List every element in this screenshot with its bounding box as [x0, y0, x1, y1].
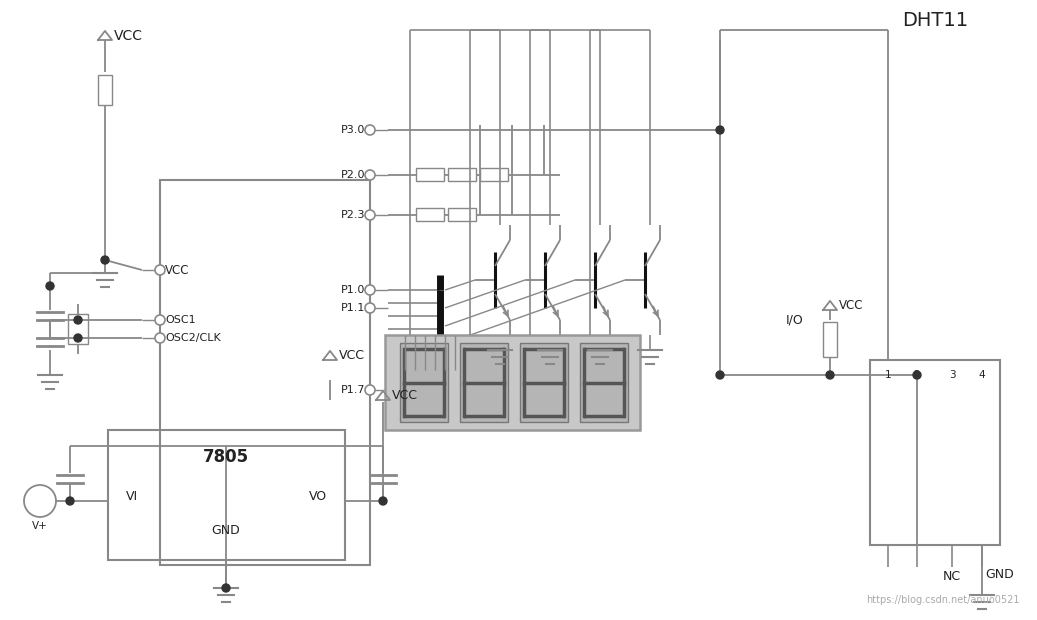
Circle shape: [365, 285, 375, 295]
Circle shape: [155, 315, 165, 325]
Bar: [448, 208, 476, 221]
Text: VI: VI: [127, 490, 138, 503]
Text: 7805: 7805: [203, 448, 249, 466]
Bar: [99, 75, 112, 105]
Text: VCC: VCC: [114, 29, 143, 43]
Circle shape: [826, 371, 834, 379]
Text: VCC: VCC: [165, 264, 190, 277]
Circle shape: [365, 303, 375, 313]
Text: P3.0: P3.0: [340, 125, 365, 135]
Text: I/O: I/O: [786, 314, 804, 327]
Circle shape: [74, 316, 82, 324]
Text: 4: 4: [979, 370, 985, 380]
Text: DHT11: DHT11: [902, 11, 969, 30]
Text: OSC1: OSC1: [165, 315, 196, 325]
Bar: [870, 360, 1000, 545]
Text: P2.0: P2.0: [340, 170, 365, 180]
Text: OSC2/CLK: OSC2/CLK: [165, 333, 221, 343]
Circle shape: [222, 584, 230, 592]
Circle shape: [365, 385, 375, 395]
Bar: [480, 168, 508, 181]
Text: P1.1: P1.1: [340, 303, 365, 313]
Circle shape: [155, 265, 165, 275]
Text: https://blog.csdn.net/anuo0521: https://blog.csdn.net/anuo0521: [867, 595, 1020, 605]
Text: GND: GND: [212, 524, 241, 537]
Circle shape: [74, 334, 82, 342]
Circle shape: [716, 126, 724, 134]
Circle shape: [365, 210, 375, 220]
Text: VO: VO: [309, 490, 327, 503]
Bar: [460, 343, 508, 422]
Text: 2: 2: [914, 370, 920, 380]
Circle shape: [66, 497, 74, 505]
Circle shape: [716, 371, 724, 379]
Text: VCC: VCC: [839, 299, 864, 312]
Bar: [400, 343, 448, 422]
Bar: [580, 343, 628, 422]
Bar: [416, 168, 444, 181]
Text: VCC: VCC: [339, 349, 365, 362]
Text: 3: 3: [949, 370, 955, 380]
Text: GND: GND: [985, 568, 1014, 581]
Text: P1.0: P1.0: [340, 285, 365, 295]
Circle shape: [24, 485, 56, 517]
Circle shape: [913, 371, 921, 379]
Bar: [108, 430, 345, 560]
Bar: [520, 343, 568, 422]
Circle shape: [46, 282, 54, 290]
Text: VCC: VCC: [392, 389, 418, 402]
Bar: [68, 314, 88, 344]
Circle shape: [365, 125, 375, 135]
Circle shape: [155, 333, 165, 343]
Text: P2.3: P2.3: [340, 210, 365, 220]
Text: V+: V+: [32, 521, 48, 531]
Bar: [416, 208, 444, 221]
Circle shape: [379, 497, 387, 505]
Text: P1.7: P1.7: [340, 385, 365, 395]
Text: NC: NC: [943, 570, 961, 583]
Circle shape: [101, 256, 109, 264]
Bar: [823, 322, 837, 357]
Bar: [448, 168, 476, 181]
Bar: [160, 180, 370, 565]
Text: 1: 1: [885, 370, 892, 380]
Bar: [385, 335, 640, 430]
Circle shape: [365, 170, 375, 180]
